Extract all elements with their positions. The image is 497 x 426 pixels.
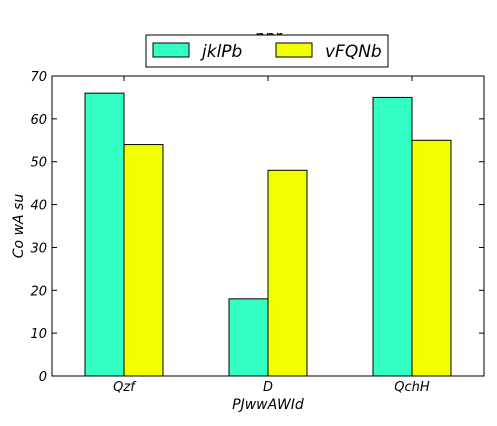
y-tick-label: 20 <box>30 284 47 299</box>
legend-label-vFQNb: vFQNb <box>325 42 382 62</box>
x-tick-label-Qzf: Qzf <box>113 380 137 395</box>
x-axis-ticks: Qzf D QchH <box>113 76 430 395</box>
bars-group <box>84 92 452 377</box>
y-tick-label: 40 <box>30 199 47 214</box>
bar-vFQNb-Qzf <box>123 144 164 377</box>
legend-label-jklPb: jklPb <box>200 42 242 62</box>
legend-swatch-vFQNb <box>275 42 313 58</box>
y-tick-label: 70 <box>30 70 47 85</box>
y-tick-label: 10 <box>30 327 47 342</box>
legend: jklPb vFQNb <box>145 34 389 68</box>
bar-vFQNb-D <box>267 169 308 377</box>
y-axis-ticks: 0 10 20 30 40 50 60 70 <box>30 70 484 385</box>
bar-vFQNb-QchH <box>411 139 452 377</box>
bar-jklPb-QchH <box>372 96 413 377</box>
legend-swatch-jklPb <box>152 42 190 58</box>
x-axis-title: PJwwAWId <box>232 397 304 413</box>
y-tick-label: 0 <box>39 370 47 385</box>
y-axis-title: Co wA su <box>11 194 27 259</box>
bar-jklPb-D <box>228 298 269 377</box>
y-tick-label: 60 <box>30 113 47 128</box>
y-tick-label: 30 <box>30 241 47 256</box>
y-tick-label: 50 <box>30 156 47 171</box>
x-tick-label-QchH: QchH <box>394 380 430 395</box>
bar-jklPb-Qzf <box>84 92 125 377</box>
x-tick-label-D: D <box>263 380 273 395</box>
